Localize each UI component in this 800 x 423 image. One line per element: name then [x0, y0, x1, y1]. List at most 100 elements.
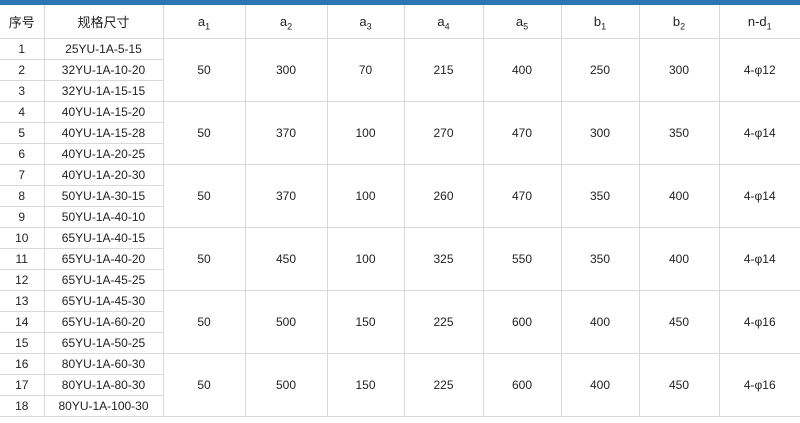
serial-cell: 5 — [0, 122, 45, 144]
b1-value-cell: 400 — [560, 353, 640, 417]
table-row: 6 40YU-1A-20-25 — [0, 143, 800, 165]
spec-cell: 65YU-1A-45-25 — [43, 269, 163, 291]
spec-table: 序号 规格尺寸 a1 a2 a3 a4 a5 b1 b2 n-d1 1 25YU… — [0, 5, 800, 417]
table-row: 18 80YU-1A-100-30 — [0, 395, 800, 417]
table-row: 10 65YU-1A-40-15 50 450 100 325 550 350 … — [0, 227, 800, 291]
serial-cell: 7 — [0, 164, 45, 186]
col-header-b2: b2 — [638, 5, 720, 39]
b2-value-cell: 350 — [638, 101, 720, 165]
col-header-a1: a1 — [162, 5, 246, 39]
spec-cell: 65YU-1A-40-20 — [43, 248, 163, 270]
serial-cell: 14 — [0, 311, 45, 333]
table-row: 16 80YU-1A-60-30 50 500 150 225 600 400 … — [0, 353, 800, 417]
spec-cell: 40YU-1A-20-25 — [43, 143, 163, 165]
serial-cell: 6 — [0, 143, 45, 165]
b2-value-cell: 400 — [638, 164, 720, 228]
col-header-serial: 序号 — [0, 5, 45, 39]
serial-cell: 2 — [0, 59, 45, 81]
serial-cell: 11 — [0, 248, 45, 270]
serial-cell: 9 — [0, 206, 45, 228]
a1-value-cell: 50 — [162, 38, 246, 102]
spec-cell: 40YU-1A-20-30 — [43, 164, 164, 186]
b1-value-cell: 350 — [560, 227, 640, 291]
a3-value-cell: 100 — [326, 164, 405, 228]
a2-value-cell: 500 — [244, 353, 328, 417]
spec-cell: 40YU-1A-15-28 — [43, 122, 163, 144]
header-row: 序号 规格尺寸 a1 a2 a3 a4 a5 b1 b2 n-d1 — [0, 5, 800, 39]
table-row: 5 40YU-1A-15-28 — [0, 122, 800, 144]
serial-cell: 3 — [0, 80, 45, 102]
a5-value-cell: 470 — [482, 164, 562, 228]
table-row: 8 50YU-1A-30-15 — [0, 185, 800, 207]
b1-value-cell: 400 — [560, 290, 640, 354]
a4-value-cell: 325 — [403, 227, 484, 291]
table-row: 7 40YU-1A-20-30 50 370 100 260 470 350 4… — [0, 164, 800, 228]
table-row: 2 32YU-1A-10-20 — [0, 59, 800, 81]
a2-value-cell: 370 — [244, 164, 328, 228]
b2-value-cell: 400 — [638, 227, 720, 291]
col-header-nd1: n-d1 — [718, 5, 800, 39]
serial-cell: 17 — [0, 374, 45, 396]
a1-value-cell: 50 — [162, 101, 246, 165]
spec-cell: 80YU-1A-80-30 — [43, 374, 163, 396]
col-header-a5: a5 — [482, 5, 562, 39]
b1-value-cell: 350 — [560, 164, 640, 228]
b1-value-cell: 300 — [560, 101, 640, 165]
col-header-a4: a4 — [403, 5, 484, 39]
a3-value-cell: 100 — [326, 227, 405, 291]
nd1-value-cell: 4-φ14 — [718, 164, 800, 228]
serial-cell: 18 — [0, 395, 45, 417]
a1-value-cell: 50 — [162, 164, 246, 228]
nd1-value-cell: 4-φ16 — [718, 290, 800, 354]
spec-cell: 50YU-1A-30-15 — [43, 185, 163, 207]
col-header-spec: 规格尺寸 — [43, 5, 164, 39]
a4-value-cell: 225 — [403, 353, 484, 417]
nd1-value-cell: 4-φ14 — [718, 227, 800, 291]
b2-value-cell: 450 — [638, 353, 720, 417]
b1-value-cell: 250 — [560, 38, 640, 102]
table-row: 12 65YU-1A-45-25 — [0, 269, 800, 291]
a4-value-cell: 215 — [403, 38, 484, 102]
serial-cell: 4 — [0, 101, 45, 123]
table-row: 9 50YU-1A-40-10 — [0, 206, 800, 228]
spec-cell: 65YU-1A-60-20 — [43, 311, 163, 333]
table-row: 4 40YU-1A-15-20 50 370 100 270 470 300 3… — [0, 101, 800, 165]
a5-value-cell: 470 — [482, 101, 562, 165]
serial-cell: 10 — [0, 227, 45, 249]
a5-value-cell: 550 — [482, 227, 562, 291]
spec-cell: 65YU-1A-50-25 — [43, 332, 163, 354]
a5-value-cell: 400 — [482, 38, 562, 102]
a2-value-cell: 450 — [244, 227, 328, 291]
spec-cell: 50YU-1A-40-10 — [43, 206, 163, 228]
a5-value-cell: 600 — [482, 290, 562, 354]
table-row: 13 65YU-1A-45-30 50 500 150 225 600 400 … — [0, 290, 800, 354]
a3-value-cell: 150 — [326, 353, 405, 417]
a2-value-cell: 370 — [244, 101, 328, 165]
table-row: 1 25YU-1A-5-15 50 300 70 215 400 250 300… — [0, 38, 800, 102]
serial-cell: 13 — [0, 290, 45, 312]
spec-cell: 80YU-1A-100-30 — [43, 395, 163, 417]
table-row: 14 65YU-1A-60-20 — [0, 311, 800, 333]
spec-cell: 32YU-1A-15-15 — [43, 80, 163, 102]
accent-bar — [0, 0, 800, 5]
table-row: 17 80YU-1A-80-30 — [0, 374, 800, 396]
table-row: 15 65YU-1A-50-25 — [0, 332, 800, 354]
spec-cell: 25YU-1A-5-15 — [43, 38, 164, 60]
a2-value-cell: 300 — [244, 38, 328, 102]
a3-value-cell: 150 — [326, 290, 405, 354]
nd1-value-cell: 4-φ16 — [718, 353, 800, 417]
col-header-b1: b1 — [560, 5, 640, 39]
spec-cell: 65YU-1A-40-15 — [43, 227, 164, 249]
serial-cell: 16 — [0, 353, 45, 375]
b2-value-cell: 300 — [638, 38, 720, 102]
a1-value-cell: 50 — [162, 353, 246, 417]
spec-cell: 65YU-1A-45-30 — [43, 290, 164, 312]
a4-value-cell: 270 — [403, 101, 484, 165]
serial-cell: 8 — [0, 185, 45, 207]
serial-cell: 12 — [0, 269, 45, 291]
a4-value-cell: 225 — [403, 290, 484, 354]
a3-value-cell: 70 — [326, 38, 405, 102]
a1-value-cell: 50 — [162, 290, 246, 354]
nd1-value-cell: 4-φ12 — [718, 38, 800, 102]
col-header-a3: a3 — [326, 5, 405, 39]
